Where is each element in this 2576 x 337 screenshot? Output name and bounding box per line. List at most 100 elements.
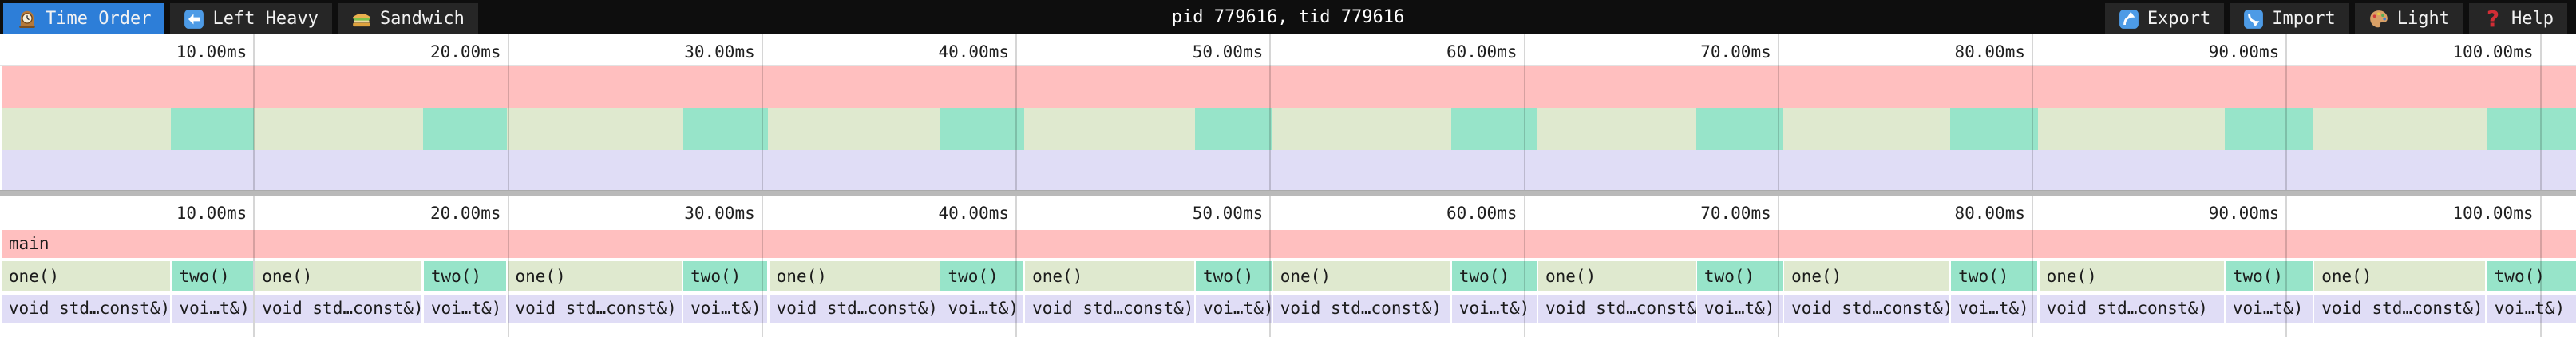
flame-cell-two[interactable]: two() <box>1451 260 1537 292</box>
time-tick-label: 60.00ms <box>1446 42 1518 61</box>
flame-cell-one-child[interactable]: void std…const&) <box>508 294 683 323</box>
export-button[interactable]: Export <box>2104 3 2225 34</box>
time-tick-label: 20.00ms <box>429 42 501 61</box>
flame-cell-one-child[interactable]: void std…const&) <box>1025 294 1194 323</box>
flame-cell-one[interactable]: one() <box>769 260 940 292</box>
time-gridline <box>1015 196 1017 337</box>
flame-cell-one[interactable]: one() <box>1025 260 1194 292</box>
time-gridline <box>253 34 255 190</box>
flame-cell-one-child[interactable]: void std…const&) <box>1538 294 1696 323</box>
flame-cell-two[interactable]: two() <box>1951 260 2038 292</box>
flame-cell-one[interactable]: one() <box>1538 260 1696 292</box>
flamegraph-view[interactable]: 10.00ms 20.00ms 30.00ms 40.00ms 50.00ms 60.00… <box>0 196 2576 337</box>
minimap-band-children <box>1 149 2576 190</box>
tab-time-order[interactable]: Time Order <box>3 3 165 34</box>
import-button[interactable]: Import <box>2230 3 2349 34</box>
flame-cell-one[interactable]: one() <box>255 260 422 292</box>
flame-cell-two-child[interactable]: voi…t&) <box>940 294 1023 323</box>
tab-label: Left Heavy <box>212 9 319 29</box>
time-gridline <box>2032 34 2033 190</box>
flame-cell-two[interactable]: two() <box>2487 260 2576 292</box>
time-gridline <box>1269 196 1272 337</box>
flame-cell-two[interactable]: two() <box>683 260 768 292</box>
flame-cell-two[interactable]: two() <box>1696 260 1783 292</box>
tab-left-heavy[interactable]: Left Heavy <box>170 3 332 34</box>
minimap-segment-two <box>1194 107 1272 150</box>
flame-cell-one-child[interactable]: void std…const&) <box>1784 294 1949 323</box>
time-tick-label: 40.00ms <box>938 204 1009 223</box>
flame-cell-two-child[interactable]: voi…t&) <box>2225 294 2313 323</box>
minimap-ruler-divider <box>0 65 2576 66</box>
time-tick-label: 30.00ms <box>684 42 755 61</box>
flame-cell-one[interactable]: one() <box>508 260 683 292</box>
flame-cell-two-child[interactable]: voi…t&) <box>1196 294 1272 323</box>
time-tick-label: 40.00ms <box>938 42 1009 61</box>
time-tick-label: 50.00ms <box>1192 204 1264 223</box>
help-button[interactable]: ? Help <box>2469 3 2567 34</box>
time-tick-label: 10.00ms <box>176 204 247 223</box>
time-gridline <box>1777 196 1779 337</box>
flame-cell-two-child[interactable]: voi…t&) <box>683 294 768 323</box>
flame-cell-one[interactable]: one() <box>1784 260 1949 292</box>
time-gridline <box>1015 34 1017 190</box>
time-tick-label: 30.00ms <box>684 204 755 223</box>
flame-cell-two-child[interactable]: voi…t&) <box>423 294 506 323</box>
tab-label: Time Order <box>46 9 152 29</box>
time-gridline <box>2539 34 2542 190</box>
flame-cell-one[interactable]: one() <box>1 260 171 292</box>
theme-toggle-button[interactable]: Light <box>2354 3 2464 34</box>
minimap-segment-two <box>2224 107 2314 150</box>
time-gridline <box>761 34 763 190</box>
flame-cell-two[interactable]: two() <box>172 260 253 292</box>
time-tick-label: 90.00ms <box>2208 42 2280 61</box>
time-gridline <box>253 196 255 337</box>
flame-cell-two-child[interactable]: voi…t&) <box>2487 294 2576 323</box>
flame-cell-two[interactable]: two() <box>2225 260 2313 292</box>
minimap-segment-two <box>1950 107 2039 150</box>
minimap-flamegraph-divider[interactable] <box>0 190 2576 196</box>
flame-cell-two[interactable]: two() <box>1196 260 1272 292</box>
time-tick-label: 10.00ms <box>176 42 247 61</box>
flame-cell-one-child[interactable]: void std…const&) <box>2314 294 2486 323</box>
view-tabs: Time Order Left Heavy Sandwich <box>0 3 484 34</box>
button-label: Import <box>2272 9 2336 29</box>
minimap-segment-two <box>2486 107 2576 150</box>
time-gridline <box>1269 34 1272 190</box>
timeline-minimap[interactable]: 10.00ms 20.00ms 30.00ms 40.00ms 50.00ms 60.00… <box>0 34 2576 190</box>
tab-label: Sandwich <box>379 9 465 29</box>
flame-cell-two-child[interactable]: voi…t&) <box>1696 294 1783 323</box>
flame-cell-one-child[interactable]: void std…const&) <box>2039 294 2224 323</box>
flame-cell-two[interactable]: two() <box>940 260 1023 292</box>
flame-cell-main[interactable]: main <box>1 229 2576 259</box>
tab-sandwich[interactable]: Sandwich <box>337 3 478 34</box>
flame-cell-one[interactable]: one() <box>2314 260 2486 292</box>
flame-cell-two-child[interactable]: voi…t&) <box>172 294 253 323</box>
toolbar-actions: Export Import Li <box>2104 3 2576 34</box>
flame-cell-one-child[interactable]: void std…const&) <box>1272 294 1450 323</box>
time-gridline <box>2539 196 2542 337</box>
flame-cell-two-child[interactable]: voi…t&) <box>1451 294 1537 323</box>
time-gridline <box>1523 196 1525 337</box>
flame-cell-two[interactable]: two() <box>423 260 506 292</box>
palette-icon <box>2368 9 2389 30</box>
time-tick-label: 80.00ms <box>1954 204 2025 223</box>
time-tick-label: 70.00ms <box>1700 42 1771 61</box>
minimap-band-one <box>1 107 2576 150</box>
flame-cell-one[interactable]: one() <box>1272 260 1450 292</box>
flame-cell-one[interactable]: one() <box>2039 260 2224 292</box>
left-arrow-icon <box>184 9 204 30</box>
minimap-segment-two <box>1696 107 1783 150</box>
flame-cell-one-child[interactable]: void std…const&) <box>1 294 171 323</box>
time-gridline <box>2285 34 2288 190</box>
time-tick-label: 80.00ms <box>1954 42 2025 61</box>
time-gridline <box>507 196 509 337</box>
time-tick-label: 70.00ms <box>1700 204 1771 223</box>
button-label: Export <box>2147 9 2211 29</box>
help-icon: ? <box>2486 6 2500 32</box>
flame-cell-one-child[interactable]: void std…const&) <box>769 294 940 323</box>
time-gridline <box>2285 196 2288 337</box>
flame-cell-one-child[interactable]: void std…const&) <box>255 294 422 323</box>
time-gridline <box>1523 34 1525 190</box>
flame-cell-two-child[interactable]: voi…t&) <box>1951 294 2038 323</box>
